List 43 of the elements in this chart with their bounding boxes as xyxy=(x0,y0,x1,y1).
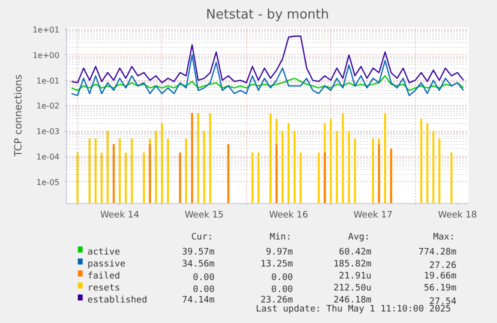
y-tick-label: 1e+01 xyxy=(32,26,60,35)
text: Avg: xyxy=(348,232,370,242)
y-tick-label: 1e-05 xyxy=(36,178,60,187)
text: 246.18m xyxy=(334,296,372,306)
x-tick-label: Week 17 xyxy=(354,210,393,220)
text: 13.25m xyxy=(260,260,293,270)
y-tick-label: 1e-02 xyxy=(36,102,60,111)
x-tick-label: Week 14 xyxy=(100,210,140,220)
y-tick-label: 1e-04 xyxy=(36,152,60,162)
x-tick-label: Week 15 xyxy=(184,210,224,220)
text: Max: xyxy=(433,232,455,242)
text: 56.19m xyxy=(424,284,456,294)
text: 34.56m xyxy=(182,260,215,270)
text: Min: xyxy=(270,232,292,242)
text: 0.00 xyxy=(192,285,215,295)
text: 23.26m xyxy=(260,296,293,306)
text: 19.66m xyxy=(424,272,456,282)
legend-label: active xyxy=(88,248,120,258)
y-tick-label: 1e+00 xyxy=(32,50,60,60)
x-tick-label: Week 16 xyxy=(269,210,308,220)
y-axis-title: TCP connections xyxy=(14,74,25,158)
text: 21.91u xyxy=(338,272,372,282)
text: Last update: Thu May 1 11:10:00 2025 xyxy=(256,304,451,314)
text: 0.00 xyxy=(271,273,293,283)
y-tick-label: 1e-03 xyxy=(36,127,60,136)
y-tick-label: 1e-01 xyxy=(36,76,60,86)
text: 0.00 xyxy=(192,273,215,283)
text: 185.82m xyxy=(334,260,372,270)
x-tick-label: Week 18 xyxy=(438,210,478,220)
text: Cur: xyxy=(191,232,213,242)
text: 74.14m xyxy=(182,296,215,306)
legend-label: failed xyxy=(88,272,120,282)
text: 60.42m xyxy=(338,248,372,258)
text: 0.00 xyxy=(271,285,293,295)
text: 9.97m xyxy=(266,248,293,258)
chart-title: Netstat - by month xyxy=(206,8,329,22)
text: 212.50u xyxy=(334,284,372,294)
legend-label: established xyxy=(88,296,148,306)
text: 774.28m xyxy=(418,248,456,258)
legend-label: resets xyxy=(88,284,120,294)
text: 27.26 xyxy=(429,261,456,271)
text: 39.57m xyxy=(182,248,215,258)
legend-label: passive xyxy=(88,260,126,270)
